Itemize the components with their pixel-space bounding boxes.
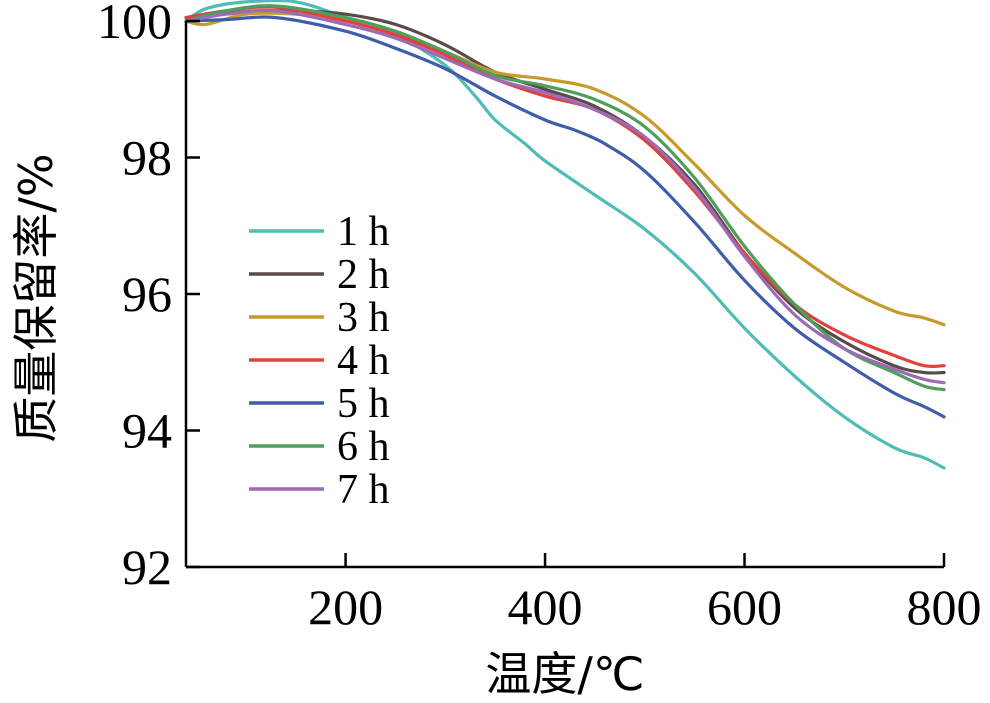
legend-label-4: 4 h	[337, 338, 390, 384]
legend-label-1: 1 h	[337, 209, 390, 255]
series-line-4	[184, 5, 946, 369]
x-axis-title: 温度/℃	[485, 647, 644, 701]
y-tick-label-98: 98	[122, 130, 172, 186]
series-line-5	[184, 15, 946, 419]
x-tick-label-400: 400	[508, 579, 583, 635]
ticks-layer: 200 400 600 800 92 94 96 98 100	[97, 0, 982, 635]
legend-label-6: 6 h	[337, 424, 390, 470]
y-tick-label-100: 100	[97, 0, 172, 49]
legend-label-7: 7 h	[337, 467, 390, 513]
x-tick-label-200: 200	[308, 579, 383, 635]
series-line-3	[184, 11, 946, 327]
legend-label-5: 5 h	[337, 381, 390, 427]
legend-label-2: 2 h	[337, 252, 390, 298]
series-layer	[184, 0, 946, 470]
legend-label-3: 3 h	[337, 295, 390, 341]
axes-layer	[184, 21, 944, 569]
series-line-2	[184, 9, 946, 375]
x-tick-label-600: 600	[707, 579, 782, 635]
x-tick-label-800: 800	[907, 579, 982, 635]
y-tick-label-96: 96	[122, 266, 172, 322]
y-tick-label-92: 92	[122, 539, 172, 595]
series-line-7	[184, 8, 946, 385]
y-axis-title: 质量保留率/%	[9, 153, 63, 442]
y-tick-label-94: 94	[122, 403, 172, 459]
legend: 1 h2 h3 h4 h5 h6 h7 h	[249, 209, 390, 513]
series-line-1	[184, 0, 946, 470]
